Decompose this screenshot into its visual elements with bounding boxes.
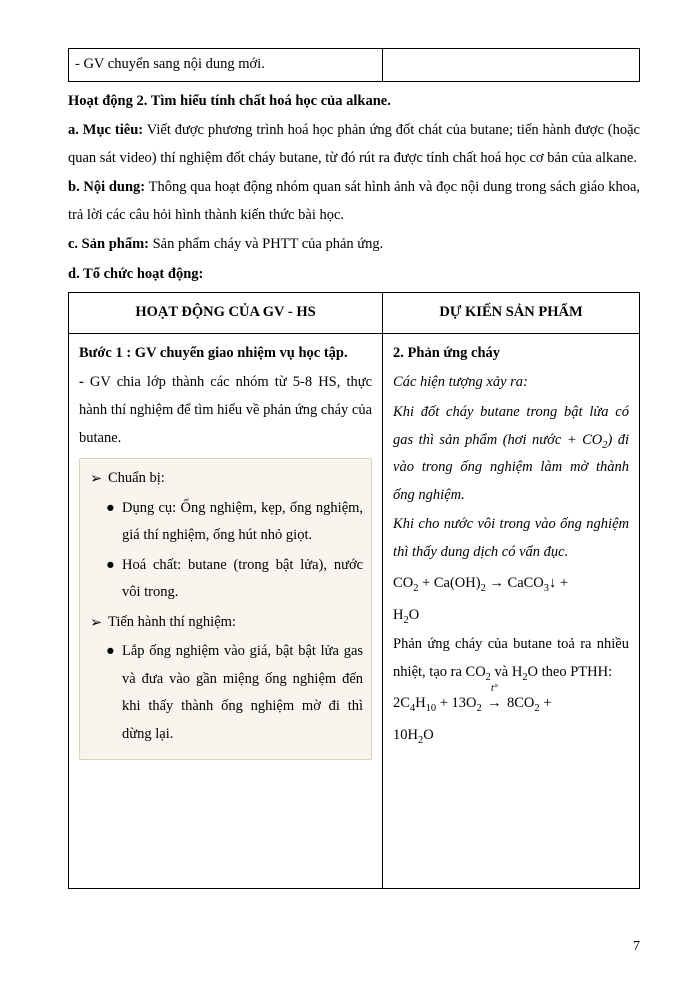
eq2-8co: 8CO (503, 695, 534, 711)
eq2-o: O (423, 727, 433, 743)
bullet-icon: ● (106, 638, 115, 666)
arrow-icon: ➢ (90, 610, 102, 638)
prep-label: Chuẩn bị: (108, 470, 165, 486)
right-sub: Các hiện tượng xảy ra: (393, 369, 629, 397)
right-p2: Khi cho nước vôi trong vào ống nghiệm th… (393, 511, 629, 566)
proc-step1: ● Lắp ống nghiệm vào giá, bật bật lửa ga… (88, 638, 363, 748)
tool-label: Dụng cụ: (122, 500, 180, 516)
sub10: 10 (426, 703, 436, 714)
c-label: c. Sản phẩm: (68, 236, 149, 252)
a-label: a. Mục tiêu: (68, 122, 143, 138)
section-b: b. Nội dung: Thông qua hoạt động nhóm qu… (68, 174, 640, 229)
top-table: - GV chuyển sang nội dung mới. (68, 48, 640, 82)
eq2-plus: + (540, 695, 552, 711)
main-table: HOẠT ĐỘNG CỦA GV - HS DỰ KIẾN SẢN PHẨM B… (68, 292, 640, 888)
eq1-caoh: + Ca(OH) (418, 575, 480, 591)
b-label: b. Nội dung: (68, 179, 145, 195)
body-left-cell: Bước 1 : GV chuyển giao nhiệm vụ học tập… (69, 333, 383, 888)
top-right-cell (383, 49, 640, 82)
arrow-icon: ➢ (90, 466, 102, 494)
section-d: d. Tổ chức hoạt động: (68, 261, 640, 289)
eq1-co2: CO (393, 575, 413, 591)
header-right: DỰ KIẾN SẢN PHẨM (383, 293, 640, 334)
rxn-arrow-with-temp: t°→ (485, 690, 503, 718)
header-left: HOẠT ĐỘNG CỦA GV - HS (69, 293, 383, 334)
section-c: c. Sản phẩm: Sản phẩm cháy và PHTT của p… (68, 231, 640, 259)
temp-label: t° (485, 679, 503, 698)
eq1-line2: H2O (393, 602, 629, 630)
intro-dash: - (79, 374, 90, 390)
eq2-line2: 10H2O (393, 722, 629, 750)
bullet-icon: ● (106, 495, 115, 523)
eq2-2c: 2C (393, 695, 410, 711)
left-intro: - GV chia lớp thành các nhóm từ 5-8 HS, … (79, 369, 372, 452)
bullet-icon: ● (106, 552, 115, 580)
prep-row: ➢ Chuẩn bị: (88, 465, 363, 493)
a-text: Viết được phương trình hoá học phản ứng … (68, 122, 640, 166)
top-left-text: - GV chuyển sang nội dung mới. (75, 56, 265, 72)
page-number: 7 (633, 934, 640, 961)
tool-row: ● Dụng cụ: Ống nghiệm, kẹp, ống nghiệm, … (88, 495, 363, 550)
body-right-cell: 2. Phản ứng cháy Các hiện tượng xảy ra: … (383, 333, 640, 888)
chem-label: Hoá chất: (122, 557, 188, 573)
eq2-10h: 10H (393, 727, 418, 743)
right-title: 2. Phản ứng cháy (393, 340, 629, 368)
proc-step1-text: Lắp ống nghiệm vào giá, bật bật lửa gas … (122, 643, 363, 742)
p3b: và H (491, 664, 522, 680)
proc-row: ➢ Tiến hành thí nghiệm: (88, 609, 363, 637)
sub2: 2 (477, 703, 482, 714)
right-p3: Phản ứng cháy của butane toả ra nhiều nh… (393, 631, 629, 686)
page: - GV chuyển sang nội dung mới. Hoạt động… (0, 0, 700, 989)
eq1-line1: CO2 + Ca(OH)2 → CaCO3↓ + (393, 570, 629, 598)
c-text: Sản phẩm cháy và PHTT của phản ứng. (149, 236, 383, 252)
eq2-h: H (415, 695, 425, 711)
eq1-o: O (409, 607, 419, 623)
top-left-cell: - GV chuyển sang nội dung mới. (69, 49, 383, 82)
p1a: Khi đốt cháy butane trong bật lửa có gas… (393, 404, 629, 448)
eq2-13o: + 13O (436, 695, 476, 711)
eq2-line1: 2C4H10 + 13O2 t°→ 8CO2 + (393, 690, 629, 718)
highlight-box: ➢ Chuẩn bị: ● Dụng cụ: Ống nghiệm, kẹp, … (79, 458, 372, 759)
intro-text: GV chia lớp thành các nhóm từ 5-8 HS, th… (79, 374, 372, 445)
proc-label: Tiến hành thí nghiệm: (108, 614, 236, 630)
b-text: Thông qua hoạt động nhóm quan sát hình ả… (68, 179, 640, 223)
activity-heading: Hoạt động 2. Tìm hiểu tính chất hoá học … (68, 88, 640, 116)
chem-row: ● Hoá chất: butane (trong bật lửa), nước… (88, 552, 363, 607)
bottom-spacer (393, 752, 629, 882)
step1-label: Bước 1 : GV chuyển giao nhiệm vụ học tập… (79, 340, 372, 368)
right-p1: Khi đốt cháy butane trong bật lửa có gas… (393, 399, 629, 509)
eq1-arrow: → CaCO (486, 575, 544, 591)
eq1-end: ↓ + (549, 575, 568, 591)
p3c: O theo PTHH: (528, 664, 613, 680)
section-a: a. Mục tiêu: Viết được phương trình hoá … (68, 117, 640, 172)
eq1-h: H (393, 607, 403, 623)
